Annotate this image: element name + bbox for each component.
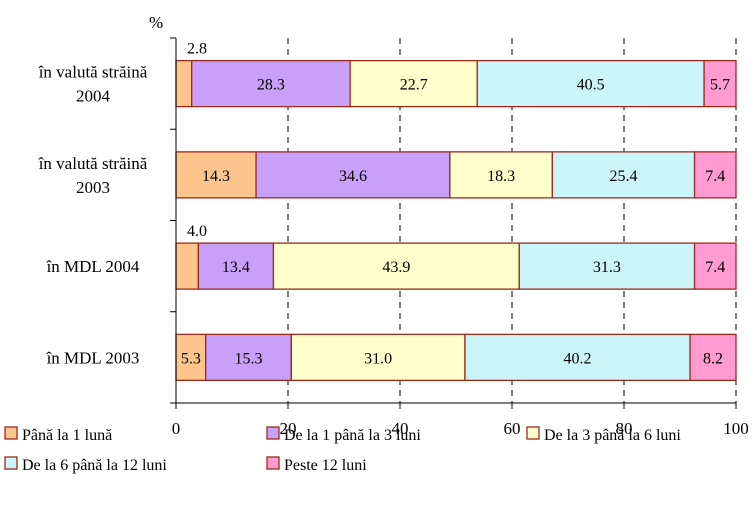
- x-tick-label: 60: [504, 419, 521, 438]
- data-label: 14.3: [202, 168, 230, 185]
- data-label: 25.4: [609, 168, 637, 185]
- data-label: 4.0: [187, 223, 207, 240]
- data-label: 5.7: [710, 77, 730, 94]
- data-label: 5.3: [181, 350, 201, 367]
- category-label: 2003: [76, 178, 110, 197]
- data-label: 40.5: [577, 77, 605, 94]
- data-label: 40.2: [564, 350, 592, 367]
- legend-swatch: [5, 427, 17, 439]
- data-label: 34.6: [339, 168, 367, 185]
- data-label: 43.9: [382, 259, 410, 276]
- category-label: 2004: [76, 87, 111, 106]
- category-label: în MDL 2003: [46, 348, 140, 367]
- data-label: 7.4: [705, 259, 725, 276]
- legend-entry: Peste 12 luni: [284, 457, 367, 474]
- bar-segment: [176, 243, 198, 289]
- data-label: 28.3: [257, 77, 285, 94]
- legend-entry: De la 1 până la 3 luni: [284, 427, 421, 444]
- data-label: 2.8: [187, 41, 207, 58]
- data-label: 31.0: [364, 350, 392, 367]
- legend-swatch: [5, 457, 17, 469]
- bar-segment: [176, 61, 192, 107]
- legend-swatch: [527, 427, 539, 439]
- data-label: 15.3: [235, 350, 263, 367]
- legend-swatch: [267, 457, 279, 469]
- data-label: 8.2: [703, 350, 723, 367]
- legend-entry: De la 6 până la 12 luni: [22, 457, 167, 474]
- unit-label: %: [149, 13, 163, 32]
- x-tick-label: 0: [172, 419, 181, 438]
- data-label: 22.7: [400, 77, 428, 94]
- legend-swatch: [267, 427, 279, 439]
- category-label: în valută străină: [38, 154, 148, 173]
- data-label: 31.3: [593, 259, 621, 276]
- category-label: în MDL 2004: [46, 257, 140, 276]
- category-label: în valută străină: [38, 63, 148, 82]
- legend-entry: De la 3 până la 6 luni: [544, 427, 681, 444]
- legend: Până la 1 lună De la 1 până la 3 luni De l…: [5, 427, 681, 474]
- legend-entry: Până la 1 lună: [22, 427, 112, 444]
- data-label: 18.3: [487, 168, 515, 185]
- data-label: 7.4: [705, 168, 725, 185]
- bars: 2.8 28.3 22.7 40.5 5.7 14.3 34.6 18.3 25.4 7.4 4.0…: [176, 41, 736, 381]
- data-label: 13.4: [222, 259, 250, 276]
- x-tick-label: 100: [723, 419, 749, 438]
- category-labels: în valută străină 2004 în valută străină 20…: [38, 63, 148, 368]
